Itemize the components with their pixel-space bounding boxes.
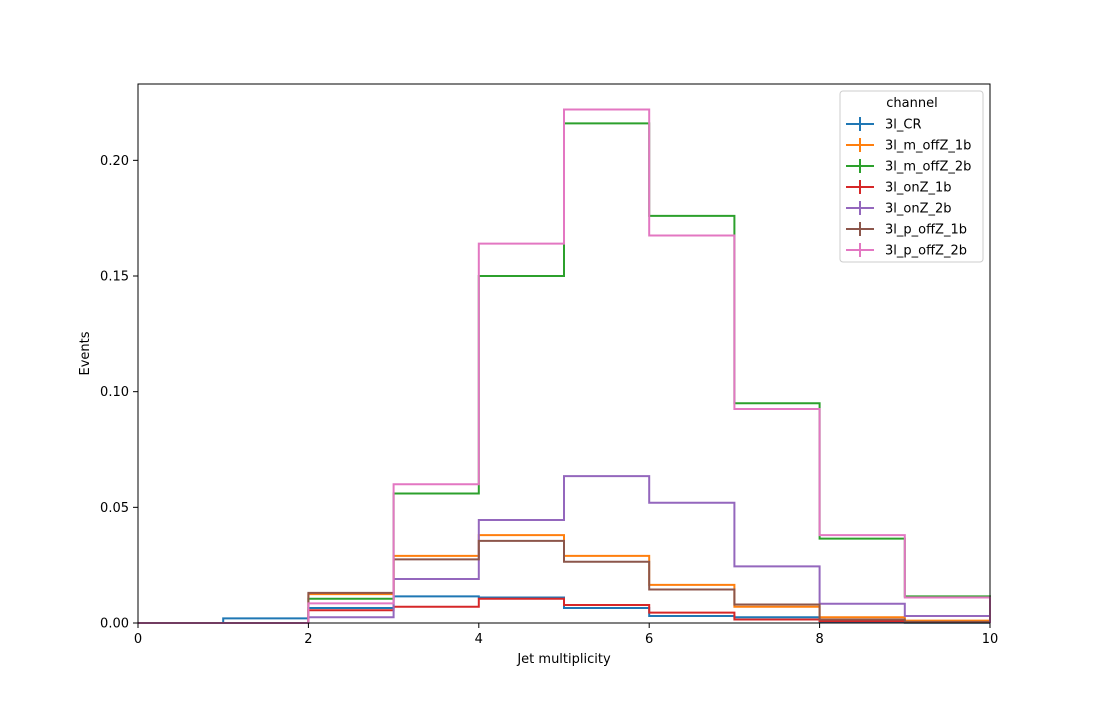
series-line-3l_m_offZ_2b <box>138 122 991 624</box>
x-axis-label: Jet multiplicity <box>516 652 611 667</box>
x-tick-label: 10 <box>982 632 999 647</box>
legend-label: 3l_m_offZ_1b <box>885 139 971 154</box>
legend-label: 3l_onZ_1b <box>885 181 952 196</box>
legend-box <box>839 90 984 263</box>
series-layer <box>138 108 991 624</box>
y-tick-label: 0.15 <box>100 270 129 285</box>
series-line-3l_p_offZ_2b <box>138 108 991 624</box>
legend-label: 3l_p_offZ_2b <box>885 244 967 259</box>
x-tick-label: 8 <box>815 632 823 647</box>
legend-item: 3l_p_offZ_2b <box>846 243 967 259</box>
x-tick-label: 6 <box>645 632 653 647</box>
legend-item: 3l_p_offZ_1b <box>846 222 967 238</box>
x-tick-label: 2 <box>304 632 312 647</box>
y-axis-label: Events <box>78 331 93 375</box>
legend-item: 3l_m_offZ_1b <box>846 138 971 154</box>
series-line-3l_m_offZ_1b <box>138 534 991 624</box>
legend-item: 3l_onZ_1b <box>846 180 952 196</box>
legend-item: 3l_m_offZ_2b <box>846 159 971 175</box>
legend-title: channel <box>886 96 937 111</box>
legend-items: 3l_CR 3l_m_offZ_1b 3l_m_offZ_2b 3l_onZ_1b 3l… <box>846 117 971 259</box>
x-tick-label: 0 <box>134 632 142 647</box>
legend-item: 3l_onZ_2b <box>846 201 952 217</box>
legend-label: 3l_p_offZ_1b <box>885 223 967 238</box>
ticks-layer: 0 2 4 6 8 10 0.00 0.05 0.10 0.15 0.20 <box>100 154 998 647</box>
series-line-3l_p_offZ_1b <box>138 539 991 624</box>
series-line-3l_onZ_1b <box>138 597 991 624</box>
legend-label: 3l_m_offZ_2b <box>885 160 971 175</box>
legend: channel 3l_CR3l_m_offZ_1b3l_m_offZ_2b3l_… <box>839 90 984 263</box>
y-tick-label: 0.05 <box>100 501 129 516</box>
legend-label: 3l_CR <box>885 118 922 133</box>
series-line-3l_onZ_2b <box>138 475 991 624</box>
y-tick-label: 0.20 <box>100 154 129 169</box>
legend-item: 3l_CR <box>846 117 922 133</box>
legend-label: 3l_onZ_2b <box>885 202 952 217</box>
plot-frame <box>137 83 991 624</box>
x-tick-label: 4 <box>475 632 483 647</box>
y-tick-label: 0.00 <box>100 617 129 632</box>
y-tick-label: 0.10 <box>100 385 129 400</box>
